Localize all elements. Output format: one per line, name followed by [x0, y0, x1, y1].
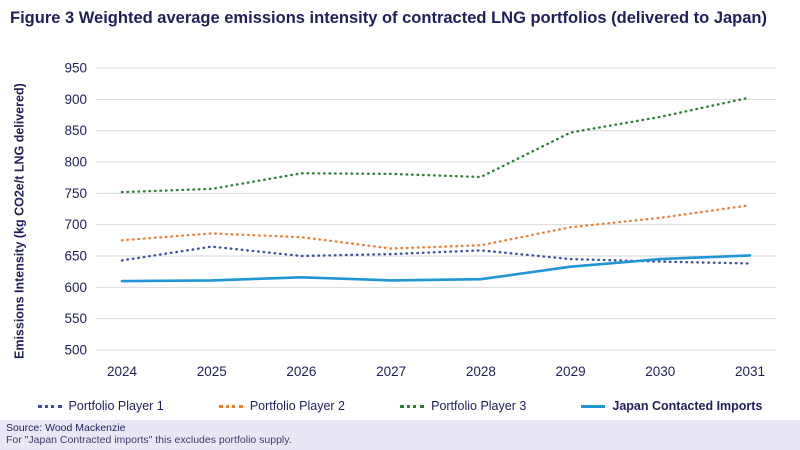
series-line-portfolio-player-2 [120, 204, 752, 250]
chart-title: Figure 3 Weighted average emissions inte… [10, 9, 768, 27]
y-axis-label: Emissions Intensity (kg CO2e/t LNG deliv… [12, 83, 27, 359]
legend-label-player3: Portfolio Player 3 [431, 399, 527, 413]
series-line-portfolio-player-1 [120, 245, 752, 265]
y-tick-label: 750 [64, 186, 87, 201]
y-tick-labels: 500 550 600 650 700 750 800 850 900 950 [64, 61, 87, 358]
japan-imports-line-swatch [581, 404, 606, 408]
x-tick-label: 2030 [645, 364, 675, 379]
y-tick-label: 600 [64, 280, 87, 295]
gridlines [96, 67, 776, 351]
player2-line-swatch [218, 404, 243, 408]
x-tick-label: 2028 [466, 364, 496, 379]
y-tick-label: 850 [64, 123, 87, 138]
legend-label-japan-imports: Japan Contacted Imports [612, 399, 763, 413]
y-tick-label: 500 [64, 343, 87, 358]
chart-area: Emissions Intensity (kg CO2e/t LNG deliv… [0, 56, 800, 386]
legend-item-player2: Portfolio Player 2 [218, 399, 346, 413]
source-text: Source: Wood Mackenzie [6, 422, 126, 434]
y-tick-label: 950 [64, 61, 87, 76]
x-tick-label: 2031 [735, 364, 765, 379]
footnote-text: For "Japan Contracted imports" this excl… [6, 434, 292, 446]
legend-label-player2: Portfolio Player 2 [249, 399, 346, 413]
y-tick-label: 650 [64, 249, 87, 264]
legend-item-player3: Portfolio Player 3 [400, 399, 526, 413]
legend-label-player1: Portfolio Player 1 [68, 399, 164, 413]
plot-region: 500 550 600 650 700 750 800 850 900 950 2024 2025 20… [40, 56, 800, 386]
player1-line-swatch [37, 404, 62, 408]
y-tick-label: 700 [64, 217, 87, 232]
y-tick-label: 900 [64, 92, 87, 107]
series-line-japan-contacted-imports [120, 254, 752, 283]
legend-item-player1: Portfolio Player 1 [37, 399, 164, 413]
x-tick-label: 2027 [376, 364, 406, 379]
series-line-portfolio-player-3 [120, 96, 752, 194]
y-tick-label: 550 [64, 311, 87, 326]
x-tick-label: 2029 [556, 364, 586, 379]
chart-footer: Source: Wood Mackenzie For "Japan Contra… [0, 420, 800, 450]
chart-legend: Portfolio Player 1 Portfolio Player 2 Po… [10, 392, 790, 420]
player3-line-swatch [400, 404, 425, 408]
x-tick-label: 2026 [286, 364, 316, 379]
y-tick-label: 800 [64, 155, 87, 170]
x-tick-label: 2024 [107, 364, 138, 379]
x-tick-labels: 2024 2025 2026 2027 2028 2029 2030 2031 [107, 364, 765, 379]
legend-item-japan-imports: Japan Contacted Imports [581, 399, 762, 413]
x-tick-label: 2025 [197, 364, 227, 379]
